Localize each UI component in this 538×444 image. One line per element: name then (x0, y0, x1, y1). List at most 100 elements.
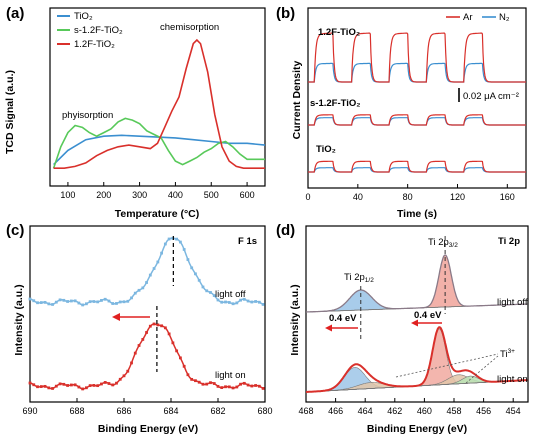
c-point-on (235, 385, 239, 389)
a-annot-chemisorption: chemisorption (160, 22, 219, 33)
c-point-on (209, 381, 212, 385)
c-point-off (216, 298, 220, 302)
c-point-on (47, 386, 51, 390)
c-point-on (115, 381, 118, 385)
a-xlabel: Temperature (°C) (115, 208, 200, 220)
c-point-on (250, 384, 254, 388)
b-scale-bar-label: 0.02 μA cm⁻² (463, 91, 519, 102)
a-series-line-s12f (52, 117, 265, 169)
c-point-off (261, 303, 265, 306)
c-x-ticks: 690 688 686 684 682 680 (22, 398, 273, 416)
c-point-on (212, 382, 216, 385)
c-label-light-on: light on (215, 370, 246, 381)
c-point-on (156, 323, 160, 327)
c-point-off (175, 237, 179, 241)
b-tick-label: 120 (450, 192, 465, 202)
c-point-on (216, 384, 220, 388)
c-point-on (175, 349, 179, 353)
d-tick-label: 464 (358, 406, 373, 416)
a-plot-frame (49, 7, 266, 187)
c-point-on (85, 386, 88, 390)
c-point-on (51, 387, 54, 390)
c-point-off (66, 300, 69, 303)
d-shift-label-12: 0.4 eV (329, 313, 357, 324)
c-point-off (130, 296, 133, 300)
c-point-on (257, 384, 261, 388)
c-point-off (167, 237, 171, 241)
c-point-on (36, 385, 39, 389)
c-point-on (69, 383, 73, 387)
c-point-off (160, 251, 163, 255)
c-point-on (103, 381, 107, 384)
c-point-on (122, 374, 126, 378)
c-point-off (239, 298, 242, 302)
c-point-on (261, 387, 265, 390)
d-envelope-on (306, 326, 528, 393)
c-point-off (54, 300, 58, 304)
b-sample-label-12f: 1.2F-TiO₂ (318, 27, 360, 38)
d-envelope-off (306, 254, 528, 313)
a-x-ticks: 100 200 300 400 500 600 (60, 182, 255, 200)
panel-label-b: (b) (276, 5, 295, 22)
c-point-off (148, 273, 152, 277)
c-point-off (257, 300, 261, 304)
b-tick-label: 0 (305, 192, 310, 202)
d-fit-fill-on-0 (306, 367, 528, 393)
c-point-on (186, 373, 190, 377)
c-point-on (92, 384, 96, 387)
a-tick-label: 500 (204, 190, 219, 200)
c-point-off (62, 298, 66, 302)
c-shift-arrow-head (112, 313, 120, 321)
b-x-ticks: 0 40 80 120 160 (305, 184, 515, 202)
c-point-on (160, 324, 163, 328)
a-legend-s12f: s-1.2F-TiO₂ (74, 25, 123, 36)
c-point-on (39, 385, 43, 388)
c-point-off (28, 297, 32, 301)
c-point-on (145, 331, 148, 334)
c-point-off (103, 297, 107, 301)
a-legend: TiO₂ s-1.2F-TiO₂ 1.2F-TiO₂ (57, 11, 123, 50)
c-point-off (118, 300, 122, 304)
c-point-off (39, 301, 43, 304)
panel-b: (b) Current Density 0 40 80 120 160 Time (s)… (276, 5, 527, 220)
c-point-on (239, 382, 242, 386)
c-point-on (96, 384, 100, 388)
c-point-on (182, 364, 186, 368)
a-ylabel: TCD Signal (a.u.) (4, 70, 16, 154)
c-point-off (179, 240, 182, 244)
c-point-on (167, 332, 171, 336)
c-point-off (201, 285, 205, 289)
b-legend-n2: N₂ (499, 12, 510, 23)
c-point-on (43, 384, 47, 388)
c-point-off (92, 300, 96, 303)
c-point-on (118, 377, 122, 381)
c-point-off (246, 299, 250, 303)
d-tick-label: 456 (476, 406, 491, 416)
b-legend: Ar N₂ (446, 12, 510, 23)
a-legend-tio2: TiO₂ (74, 11, 93, 22)
c-point-off (32, 299, 36, 303)
c-point-on (227, 385, 231, 389)
c-point-off (133, 291, 137, 295)
d-ti3-pointer-2 (465, 355, 499, 384)
c-tick-label: 684 (163, 406, 178, 416)
d-tick-label: 454 (506, 406, 521, 416)
a-series-line-f12 (53, 38, 265, 169)
c-point-on (141, 338, 145, 341)
a-tick-label: 600 (240, 190, 255, 200)
panel-c: (c) Intensity (a.u.) 690 688 686 684 682 680 … (6, 222, 273, 435)
d-tick-label: 460 (417, 406, 432, 416)
a-tick-label: 100 (60, 190, 75, 200)
c-point-on (231, 386, 235, 390)
c-point-off (126, 299, 130, 303)
panel-a: (a) TCD Signal (a.u.) 100 200 300 400 500 600… (4, 5, 266, 220)
c-point-off (190, 266, 194, 270)
c-xlabel: Binding Energy (eV) (98, 423, 198, 435)
c-point-on (62, 382, 66, 386)
d-label-ti2p32: Ti 2p3/2 (428, 237, 458, 249)
d-fit-fill-off-1 (306, 254, 528, 313)
c-point-off (115, 302, 118, 305)
c-point-off (100, 299, 103, 302)
c-point-off (51, 303, 54, 306)
c-point-off (212, 294, 216, 297)
